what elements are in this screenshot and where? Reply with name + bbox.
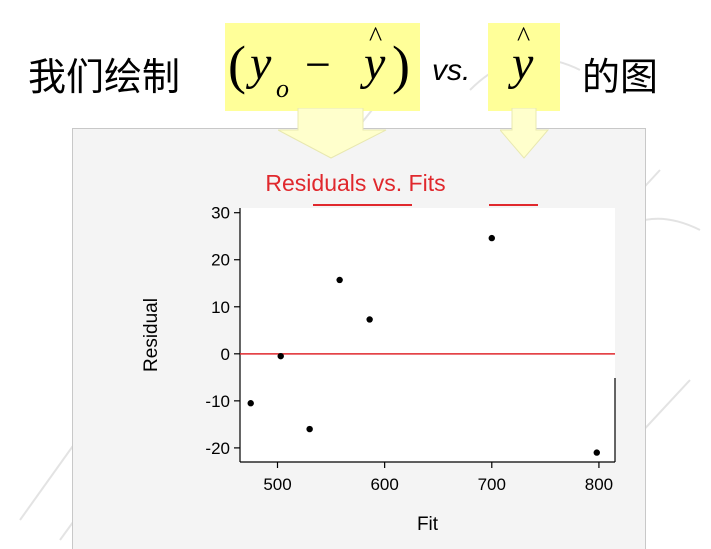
arrow-down-icon bbox=[278, 108, 387, 159]
data-point bbox=[247, 400, 254, 407]
data-point bbox=[336, 276, 343, 284]
x-tick-label: 700 bbox=[478, 475, 506, 494]
x-tick-label: 800 bbox=[585, 475, 613, 494]
close-paren: ) bbox=[392, 35, 410, 95]
header-suffix: 的图 bbox=[582, 55, 659, 99]
minus-sign: − bbox=[305, 39, 331, 90]
y-tick-label: 0 bbox=[221, 345, 230, 364]
y-tick-label: 30 bbox=[211, 204, 230, 223]
arrow-down-icon-small bbox=[500, 108, 550, 159]
y-tick-label: 10 bbox=[211, 298, 230, 317]
y-tick-label: 20 bbox=[211, 251, 230, 270]
header-prefix: 我们绘制 bbox=[28, 55, 181, 99]
formula-highlight bbox=[225, 23, 420, 111]
chart-title: Residuals vs. Fits bbox=[265, 170, 446, 196]
x-tick-label: 500 bbox=[263, 475, 291, 494]
plot-area bbox=[240, 208, 615, 462]
yhat-highlight bbox=[488, 23, 560, 111]
open-paren: ( bbox=[228, 35, 246, 95]
vs-label: vs. bbox=[432, 54, 471, 87]
subscript-o: o bbox=[276, 74, 289, 103]
y-axis-label: Residual bbox=[141, 298, 162, 372]
y-tick-label: -20 bbox=[205, 439, 230, 458]
header: 我们绘制 ( y o − ^ y ) vs. ^ y 的图 bbox=[0, 0, 711, 120]
x-axis-label: Fit bbox=[417, 514, 439, 535]
title-underline-residuals bbox=[313, 204, 412, 206]
data-point bbox=[593, 449, 600, 456]
data-point bbox=[366, 316, 373, 323]
y-fitted: y bbox=[364, 37, 386, 90]
data-point bbox=[488, 234, 495, 242]
y-observed: y bbox=[250, 37, 272, 90]
title-underline-fits bbox=[489, 204, 538, 206]
y-tick-label: -10 bbox=[205, 392, 230, 411]
yhat-var: y bbox=[512, 37, 534, 90]
hat-symbol: ^ bbox=[369, 22, 383, 53]
yhat-hat-symbol: ^ bbox=[517, 22, 531, 53]
data-point bbox=[277, 352, 284, 360]
x-tick-label: 600 bbox=[370, 475, 398, 494]
data-point bbox=[306, 425, 313, 433]
